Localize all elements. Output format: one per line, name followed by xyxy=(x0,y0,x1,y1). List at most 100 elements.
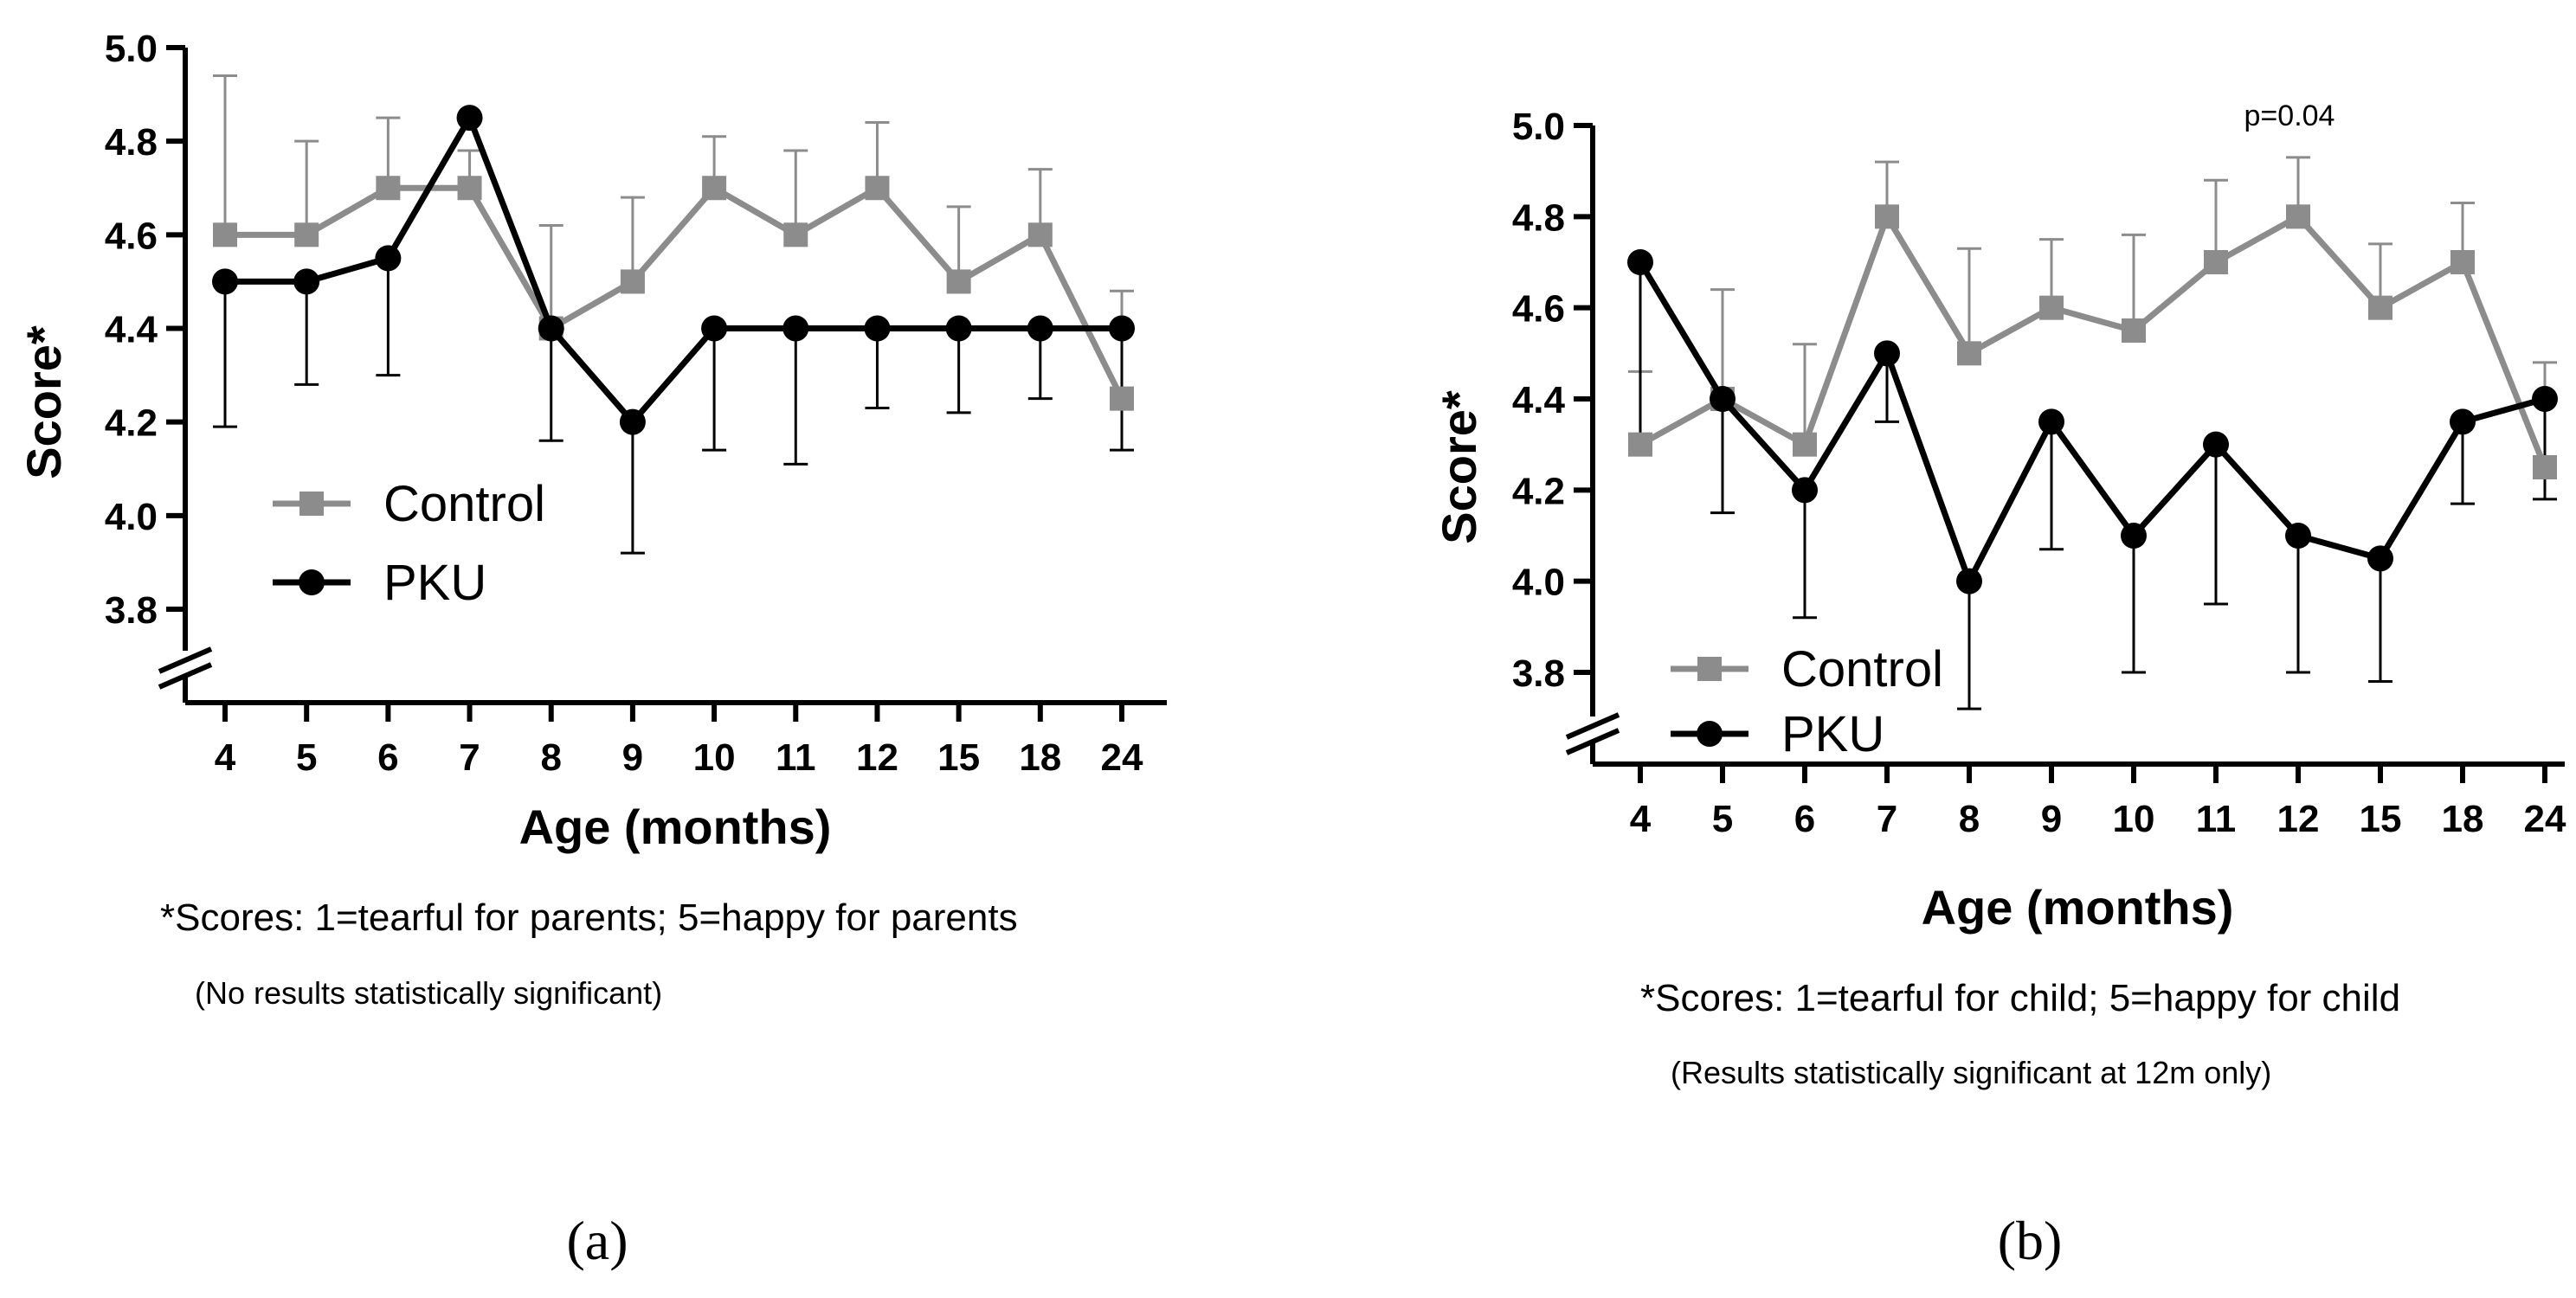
chart-panel-a: 5.0 4.8 4.6 4.4 4.2 4.0 3.8 4 5 6 7 8 9 10 11 12 15 18 24 S… xyxy=(16,28,1167,1271)
data-point-control xyxy=(1875,204,1899,229)
data-point-pku xyxy=(1710,386,1736,412)
x-tick-label: 10 xyxy=(693,736,736,779)
y-tick-label: 4.8 xyxy=(105,121,158,164)
data-point-control xyxy=(294,222,319,247)
data-point-control xyxy=(1027,222,1053,247)
data-point-control xyxy=(783,222,808,247)
y-tick-label: 5.0 xyxy=(105,28,158,70)
data-point-control xyxy=(865,176,890,201)
error-bars-pku xyxy=(1628,262,2557,710)
subnote: (Results statistically significant at 12… xyxy=(1671,1055,2271,1090)
data-point-pku xyxy=(375,245,402,272)
x-tick-label: 7 xyxy=(1877,798,1897,840)
series-pku xyxy=(212,105,1135,435)
y-tick-label: 4.2 xyxy=(1512,470,1565,512)
x-tick-label: 4 xyxy=(215,736,236,779)
data-point-pku xyxy=(293,268,320,295)
data-point-control xyxy=(2286,204,2310,229)
series-pku xyxy=(1627,249,2558,594)
data-point-pku xyxy=(212,268,238,295)
x-tick-label: 9 xyxy=(2041,798,2062,840)
x-tick-label: 6 xyxy=(377,736,398,779)
error-bars-control xyxy=(213,74,1134,399)
data-point-pku xyxy=(2203,431,2229,458)
legend-label-control: Control xyxy=(1781,641,1943,697)
y-axis-break-mark xyxy=(1565,712,1620,740)
x-tick-label: 8 xyxy=(1959,798,1980,840)
legend-marker-pku xyxy=(299,569,325,595)
data-point-control xyxy=(2368,295,2392,320)
series-line-pku xyxy=(225,114,1122,426)
series-line-control xyxy=(1639,213,2548,469)
data-point-control xyxy=(702,176,727,201)
y-tick-label: 4.6 xyxy=(1512,288,1565,331)
series-line-control xyxy=(225,184,1125,401)
data-point-pku xyxy=(1627,249,1653,275)
data-point-control xyxy=(213,222,237,247)
x-tick-label: 5 xyxy=(1712,798,1733,840)
data-point-control xyxy=(2204,250,2228,274)
data-point-control xyxy=(376,176,401,201)
x-tick-label: 12 xyxy=(856,736,898,779)
y-tick-label: 4.4 xyxy=(1512,379,1566,421)
chart-panel-b: 5.0 4.8 4.6 4.4 4.2 4.0 3.8 4 5 6 7 8 9 10 11 12 15 18 24 S… xyxy=(1432,100,2566,1271)
x-tick-label: 18 xyxy=(2442,798,2484,840)
data-point-pku xyxy=(701,315,728,342)
data-point-pku xyxy=(619,408,646,435)
x-tick-label: 5 xyxy=(296,736,317,779)
y-tick-label: 5.0 xyxy=(1512,106,1565,148)
data-point-control xyxy=(946,269,971,294)
error-bars-control xyxy=(1628,156,2557,467)
x-tick-label: 7 xyxy=(459,736,480,779)
x-tick-label: 11 xyxy=(776,736,816,779)
data-point-pku xyxy=(1109,315,1135,342)
data-point-pku xyxy=(2367,545,2393,572)
data-point-pku xyxy=(456,105,483,132)
data-point-control xyxy=(1957,341,1981,366)
x-tick-label: 18 xyxy=(1019,736,1061,779)
data-point-control xyxy=(1628,432,1652,457)
x-tick-label: 11 xyxy=(2196,798,2237,840)
x-axis-title: Age (months) xyxy=(1922,880,2234,935)
data-point-pku xyxy=(1874,340,1900,367)
y-axis-break-mark xyxy=(158,646,213,674)
x-tick-label: 9 xyxy=(622,736,643,779)
series-line-pku xyxy=(1638,260,2546,585)
data-point-control xyxy=(2533,455,2557,479)
legend-marker-control xyxy=(299,492,324,516)
p-value-annotation: p=0.04 xyxy=(2244,100,2335,132)
data-point-pku xyxy=(1956,568,1982,594)
data-point-pku xyxy=(2121,523,2147,549)
x-tick-label: 4 xyxy=(1630,798,1652,840)
data-point-pku xyxy=(864,315,891,342)
y-tick-label: 4.4 xyxy=(105,309,158,351)
y-axis-title: Score* xyxy=(16,325,71,479)
series-control xyxy=(1628,204,2557,479)
data-point-control xyxy=(2450,250,2475,274)
error-bars-pku xyxy=(213,116,1134,555)
subnote: (No results statistically significant) xyxy=(195,975,662,1011)
x-tick-label: 8 xyxy=(540,736,561,779)
data-point-pku xyxy=(2532,386,2558,412)
y-axis-title: Score* xyxy=(1432,390,1486,544)
data-point-control xyxy=(2122,318,2146,343)
legend: Control PKU xyxy=(1671,641,1943,762)
panel-label: (a) xyxy=(566,1210,628,1271)
data-point-control xyxy=(2039,295,2064,320)
x-tick-label: 24 xyxy=(2524,798,2566,840)
legend-marker-pku xyxy=(1697,721,1723,747)
data-point-pku xyxy=(1027,315,1053,342)
footnote: *Scores: 1=tearful for parents; 5=happy … xyxy=(160,896,1018,939)
x-tick-label: 24 xyxy=(1101,736,1143,779)
y-tick-label: 4.8 xyxy=(1512,196,1565,239)
panel-label: (b) xyxy=(1998,1210,2063,1271)
data-point-pku xyxy=(538,315,564,342)
legend-label-pku: PKU xyxy=(383,555,486,611)
x-tick-label: 12 xyxy=(2277,798,2320,840)
y-tick-label: 4.0 xyxy=(1512,562,1565,604)
data-point-pku xyxy=(782,315,809,342)
x-tick-label: 15 xyxy=(937,736,980,779)
x-axis-title: Age (months) xyxy=(519,800,832,854)
data-point-pku xyxy=(945,315,972,342)
